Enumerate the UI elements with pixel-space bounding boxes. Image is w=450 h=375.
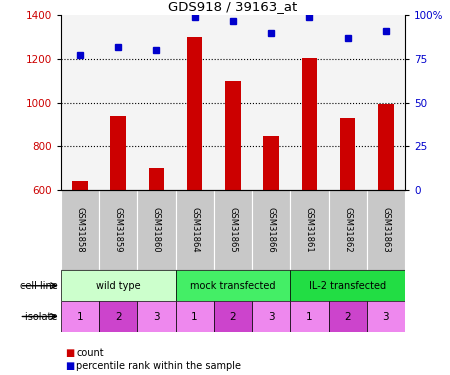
Text: GSM31860: GSM31860 <box>152 207 161 253</box>
Text: 3: 3 <box>268 312 274 321</box>
Bar <box>302 58 317 190</box>
Text: 3: 3 <box>153 312 160 321</box>
Bar <box>264 136 279 190</box>
Text: GSM31865: GSM31865 <box>228 207 238 253</box>
Bar <box>214 190 252 270</box>
Bar <box>252 301 290 332</box>
Bar <box>214 301 252 332</box>
Text: isolate: isolate <box>25 312 61 321</box>
Bar <box>187 37 202 190</box>
Text: count: count <box>76 348 104 358</box>
Text: mock transfected: mock transfected <box>190 281 275 291</box>
Text: 3: 3 <box>382 312 389 321</box>
Bar <box>99 190 137 270</box>
Text: 1: 1 <box>191 312 198 321</box>
Text: GSM31859: GSM31859 <box>113 207 122 253</box>
Text: GSM31866: GSM31866 <box>266 207 275 253</box>
Bar <box>367 301 405 332</box>
Bar <box>111 116 126 190</box>
Bar <box>328 301 367 332</box>
Bar <box>149 168 164 190</box>
Bar <box>99 301 137 332</box>
Text: percentile rank within the sample: percentile rank within the sample <box>76 361 242 371</box>
Bar <box>176 270 290 301</box>
Text: wild type: wild type <box>96 281 140 291</box>
Bar <box>290 190 328 270</box>
Bar <box>137 301 176 332</box>
Bar <box>378 104 393 190</box>
Bar <box>61 270 176 301</box>
Text: 2: 2 <box>230 312 236 321</box>
Bar <box>252 190 290 270</box>
Bar <box>61 301 99 332</box>
Text: 1: 1 <box>76 312 83 321</box>
Bar <box>290 301 328 332</box>
Bar <box>225 81 240 190</box>
Bar <box>176 190 214 270</box>
Bar <box>176 301 214 332</box>
Text: 2: 2 <box>115 312 122 321</box>
Text: GSM31858: GSM31858 <box>76 207 85 253</box>
Text: ■: ■ <box>65 361 75 371</box>
Bar <box>72 182 87 190</box>
Text: IL-2 transfected: IL-2 transfected <box>309 281 386 291</box>
Text: 2: 2 <box>344 312 351 321</box>
Text: cell line: cell line <box>20 281 61 291</box>
Bar <box>290 270 405 301</box>
Bar <box>367 190 405 270</box>
Text: GSM31864: GSM31864 <box>190 207 199 253</box>
Title: GDS918 / 39163_at: GDS918 / 39163_at <box>168 0 297 13</box>
Text: ■: ■ <box>65 348 75 358</box>
Text: GSM31861: GSM31861 <box>305 207 314 253</box>
Bar <box>61 190 99 270</box>
Text: 1: 1 <box>306 312 313 321</box>
Text: GSM31862: GSM31862 <box>343 207 352 253</box>
Text: GSM31863: GSM31863 <box>382 207 391 253</box>
Bar <box>137 190 176 270</box>
Bar <box>328 190 367 270</box>
Bar <box>340 118 356 190</box>
